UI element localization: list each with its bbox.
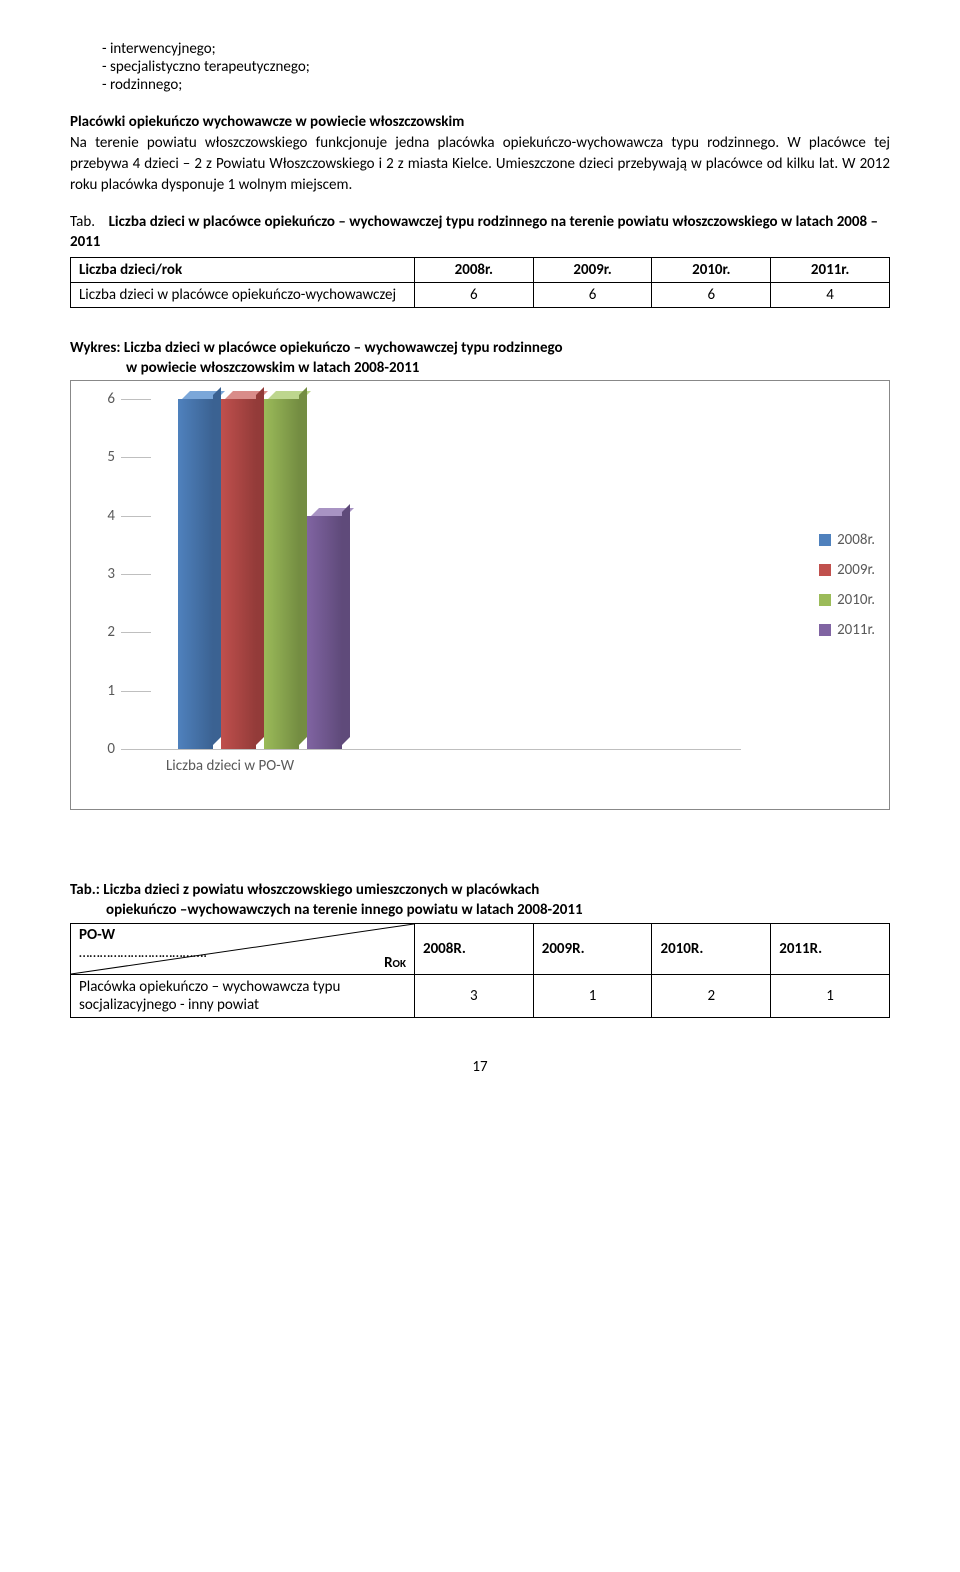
- chart-ytick: 0: [95, 740, 115, 758]
- table2-h2: 2010R.: [652, 923, 771, 974]
- table2-h1: 2009R.: [533, 923, 652, 974]
- table2-h3: 2011R.: [771, 923, 890, 974]
- legend-item: 2011r.: [819, 621, 875, 639]
- table1-caption: Tab. Liczba dzieci w placówce opiekuńczo…: [70, 212, 890, 253]
- table1-v1: 6: [533, 282, 652, 307]
- table1-h4: 2011r.: [771, 257, 890, 282]
- bullet-list: - interwencyjnego; - specjalistyczno ter…: [70, 40, 890, 94]
- table1-h1: 2008r.: [414, 257, 533, 282]
- table2-caption-line1: Tab.: Liczba dzieci z powiatu włoszczows…: [70, 881, 539, 899]
- legend-label: 2011r.: [837, 621, 875, 639]
- section-heading: Placówki opiekuńczo wychowawcze w powiec…: [70, 113, 464, 131]
- table1-v2: 6: [652, 282, 771, 307]
- chart-ytick: 1: [95, 682, 115, 700]
- legend-label: 2010r.: [837, 591, 875, 609]
- table2-data-row: Placówka opiekuńczo – wychowawcza typu s…: [71, 974, 890, 1017]
- chart-ytick: 4: [95, 507, 115, 525]
- section-body: Na terenie powiatu włoszczowskiego funkc…: [70, 134, 890, 194]
- table2-v1: 1: [533, 974, 652, 1017]
- table2-header-row: PO-W ………………………………. Rok 2008R. 2009R. 201…: [71, 923, 890, 974]
- chart-plot-area: Liczba dzieci w PO-W 0123456: [121, 399, 741, 749]
- chart-gridline: [121, 691, 151, 692]
- legend-label: 2008r.: [837, 531, 875, 549]
- table2-v0: 3: [414, 974, 533, 1017]
- bullet-item: - interwencyjnego;: [102, 40, 890, 58]
- table1-header-row: Liczba dzieci/rok 2008r. 2009r. 2010r. 2…: [71, 257, 890, 282]
- legend-label: 2009r.: [837, 561, 875, 579]
- chart-bars: [178, 399, 342, 749]
- legend-swatch-icon: [819, 624, 831, 636]
- table1-row-label: Liczba dzieci w placówce opiekuńczo-wych…: [71, 282, 415, 307]
- table1-v3: 4: [771, 282, 890, 307]
- legend-swatch-icon: [819, 534, 831, 546]
- chart-gridline: [121, 749, 741, 750]
- table1-data-row: Liczba dzieci w placówce opiekuńczo-wych…: [71, 282, 890, 307]
- table2-row-label: Placówka opiekuńczo – wychowawcza typu s…: [71, 974, 415, 1017]
- chart-gridline: [121, 574, 151, 575]
- chart-title: Wykres: Liczba dzieci w placówce opiekuń…: [70, 338, 890, 379]
- legend-item: 2009r.: [819, 561, 875, 579]
- chart-bar: [178, 399, 213, 749]
- table1: Liczba dzieci/rok 2008r. 2009r. 2010r. 2…: [70, 257, 890, 308]
- chart-ytick: 6: [95, 390, 115, 408]
- table2-v2: 2: [652, 974, 771, 1017]
- table2-h0: 2008R.: [414, 923, 533, 974]
- legend-item: 2008r.: [819, 531, 875, 549]
- table1-h0: Liczba dzieci/rok: [71, 257, 415, 282]
- chart-bar: [221, 399, 256, 749]
- bullet-item: - specjalistyczno terapeutycznego;: [102, 58, 890, 76]
- table2-diagonal-cell: PO-W ………………………………. Rok: [71, 923, 415, 974]
- chart-gridline: [121, 457, 151, 458]
- table1-h2: 2009r.: [533, 257, 652, 282]
- chart-legend: 2008r. 2009r. 2010r. 2011r.: [819, 531, 875, 651]
- chart-bar: [264, 399, 299, 749]
- table1-title: Liczba dzieci w placówce opiekuńczo – wy…: [70, 213, 878, 251]
- table1-h3: 2010r.: [652, 257, 771, 282]
- chart-gridline: [121, 399, 151, 400]
- chart-ytick: 2: [95, 623, 115, 641]
- bar-chart: Liczba dzieci w PO-W 0123456 2008r.2009r…: [70, 380, 890, 810]
- chart-ytick: 5: [95, 448, 115, 466]
- chart-ytick: 3: [95, 565, 115, 583]
- table2: PO-W ………………………………. Rok 2008R. 2009R. 201…: [70, 923, 890, 1018]
- legend-swatch-icon: [819, 564, 831, 576]
- legend-item: 2010r.: [819, 591, 875, 609]
- bullet-item: - rodzinnego;: [102, 76, 890, 94]
- chart-gridline: [121, 632, 151, 633]
- diagonal-line-icon: [71, 924, 414, 974]
- table1-v0: 6: [414, 282, 533, 307]
- chart-gridline: [121, 516, 151, 517]
- table2-v3: 1: [771, 974, 890, 1017]
- table1-label: Tab.: [70, 213, 95, 231]
- page-number: 17: [70, 1058, 890, 1076]
- chart-bar: [307, 516, 342, 749]
- section-paragraph: Placówki opiekuńczo wychowawcze w powiec…: [70, 112, 890, 196]
- chart-title-line2: w powiecie włoszczowskim w latach 2008-2…: [126, 359, 419, 377]
- chart-x-label: Liczba dzieci w PO-W: [166, 757, 294, 775]
- table2-caption: Tab.: Liczba dzieci z powiatu włoszczows…: [70, 880, 890, 921]
- chart-title-line1: Wykres: Liczba dzieci w placówce opiekuń…: [70, 339, 563, 357]
- legend-swatch-icon: [819, 594, 831, 606]
- table2-caption-line2: opiekuńczo –wychowawczych na terenie inn…: [106, 901, 583, 919]
